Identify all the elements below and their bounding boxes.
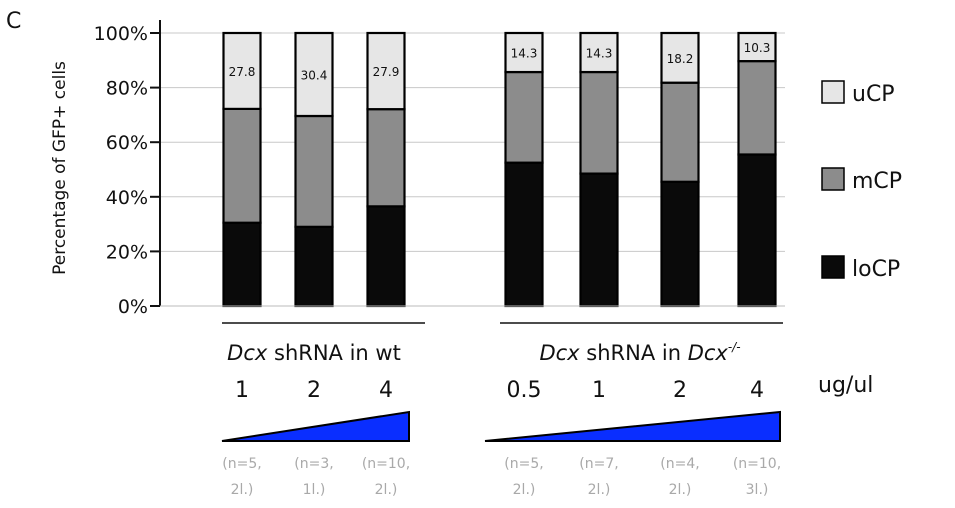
bar-segment-uCP: [294, 31, 334, 118]
dose-label: 0.5: [507, 378, 542, 403]
bars: 27.8 30.4 27.9 14.3 14.3 18.2 10.3: [222, 31, 777, 308]
group-labels: Dcx shRNA in wt Dcx shRNA in Dcx-/-: [222, 322, 783, 365]
bar-segment-uCP: [737, 31, 777, 63]
data-label: 30.4: [301, 68, 328, 82]
dose-label: 1: [592, 378, 606, 403]
bar-segment-uCP: [579, 31, 619, 74]
bar-segment-mCP: [366, 108, 406, 208]
bar-segment-mCP: [737, 60, 777, 156]
sample-size-labels: (n=5, 2l.) (n=3, 1l.) (n=10, 2l.) (n=5, 2l.) (n=…: [222, 456, 781, 498]
n-label-line1: (n=7,: [579, 456, 618, 472]
n-label-line1: (n=4,: [660, 456, 699, 472]
bar-segment-mCP: [579, 70, 619, 175]
y-tick-label: 60%: [106, 132, 148, 154]
n-label-line1: (n=10,: [362, 456, 410, 472]
bar-segment-mCP: [504, 70, 544, 164]
y-tick-label: 80%: [106, 78, 148, 100]
bar-segment-uCP: [660, 31, 700, 84]
bar-segment-uCP: [504, 31, 544, 74]
dose-ramp-ko: [484, 410, 781, 442]
bar-segment-mCP: [660, 81, 700, 183]
legend-swatch-loCP: [821, 255, 845, 279]
data-label: 27.9: [373, 65, 400, 79]
y-tick-label: 0%: [118, 296, 148, 318]
y-axis: 0% 20% 40% 60% 80% 100%: [94, 20, 785, 318]
n-label-line2: 3l.): [746, 482, 769, 498]
n-label-line1: (n=5,: [504, 456, 543, 472]
bar-segment-loCP: [504, 161, 544, 308]
n-label-line1: (n=10,: [733, 456, 781, 472]
y-tick-label: 100%: [94, 23, 148, 45]
data-label: 14.3: [586, 47, 613, 61]
data-label: 18.2: [667, 52, 694, 66]
bar-segment-uCP: [222, 31, 262, 110]
group-label: Dcx shRNA in Dcx-/-: [539, 340, 740, 365]
n-label-line2: 2l.): [375, 482, 398, 498]
legend-label-loCP: loCP: [852, 257, 900, 282]
dose-label: 2: [673, 378, 687, 403]
y-axis-label: Percentage of GFP+ cells: [50, 61, 70, 275]
bar-segment-loCP: [737, 153, 777, 308]
dose-ramp-wt: [221, 410, 410, 442]
n-label-line1: (n=5,: [222, 456, 261, 472]
data-label: 27.8: [229, 65, 256, 79]
bar-segment-uCP: [366, 31, 406, 111]
dose-label: 2: [307, 378, 321, 403]
bar-segment-loCP: [579, 172, 619, 308]
n-label-line2: 2l.): [231, 482, 254, 498]
n-label-line2: 1l.): [303, 482, 326, 498]
bar-segment-loCP: [222, 221, 262, 308]
y-tick-label: 20%: [106, 241, 148, 263]
legend-swatch-mCP: [821, 167, 845, 191]
dose-label: 4: [379, 378, 393, 403]
legend-swatch-uCP: [821, 80, 845, 104]
dose-label: 1: [235, 378, 249, 403]
dose-label: 4: [750, 378, 764, 403]
bar-segment-mCP: [222, 107, 262, 224]
bar-segment-loCP: [660, 180, 700, 308]
dose-ramps: [221, 410, 781, 442]
legend-label-mCP: mCP: [852, 169, 902, 194]
data-label: 14.3: [511, 47, 538, 61]
panel-letter: C: [6, 9, 21, 34]
y-tick-label: 40%: [106, 187, 148, 209]
n-label-line2: 2l.): [588, 482, 611, 498]
group-label: Dcx shRNA in wt: [227, 341, 401, 365]
n-label-line2: 2l.): [669, 482, 692, 498]
legend-label-uCP: uCP: [852, 82, 895, 107]
dose-unit: ug/ul: [818, 373, 873, 398]
bar-segment-loCP: [366, 205, 406, 308]
n-label-line2: 2l.): [513, 482, 536, 498]
bar-segment-loCP: [294, 225, 334, 308]
data-label: 10.3: [744, 41, 771, 55]
dose-labels: 1 2 4 0.5 1 2 4 ug/ul: [235, 373, 873, 403]
legend: uCP mCP loCP: [821, 80, 902, 282]
bar-segment-mCP: [294, 114, 334, 228]
n-label-line1: (n=3,: [294, 456, 333, 472]
